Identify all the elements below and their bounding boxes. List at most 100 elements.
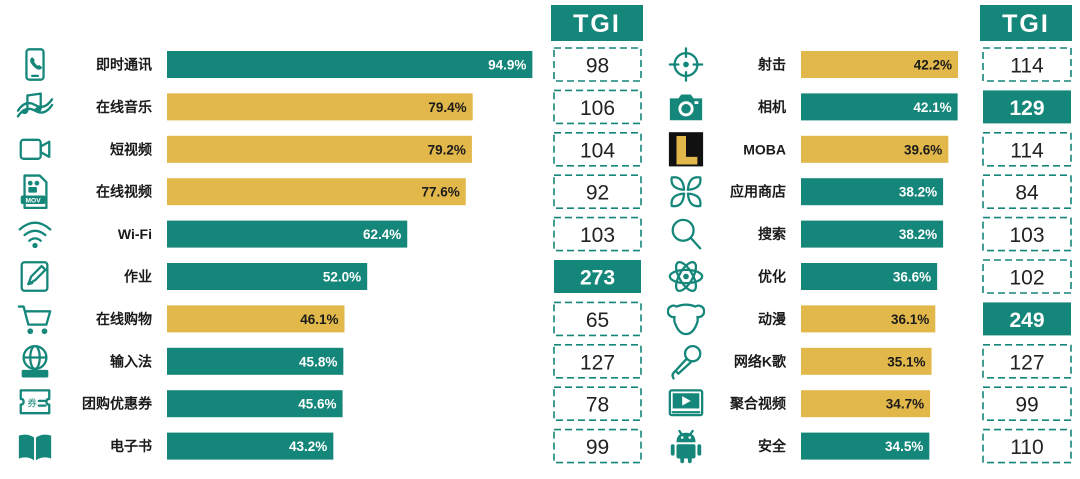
bar-row: 即时通讯 94.9% 98 — [25, 47, 642, 82]
bar-row: 输入法 45.8% 127 — [20, 343, 642, 379]
bar-row: 动漫 36.1% 249 — [667, 302, 1071, 336]
bar-value-label: 52.0% — [323, 270, 361, 285]
bar-row: 在线购物 46.1% 65 — [17, 301, 642, 337]
category-label: 团购优惠券 — [82, 396, 153, 412]
bar-value-label: 77.6% — [421, 185, 459, 200]
bar-row: 优化 36.6% 102 — [668, 258, 1072, 295]
bar-value-label: 94.9% — [488, 58, 526, 73]
category-label: 短视频 — [110, 141, 152, 157]
tgi-cell — [982, 132, 1072, 167]
video-camera-icon — [19, 138, 51, 160]
category-label: 安全 — [758, 438, 787, 454]
tgi-value: 127 — [1009, 351, 1044, 374]
bar — [801, 390, 931, 418]
tgi-value: 103 — [580, 224, 615, 247]
bar — [801, 305, 936, 333]
bar-row: MOBA 39.6% 114 — [668, 132, 1072, 167]
tgi-cell — [982, 216, 1072, 252]
tgi-value: 110 — [1010, 436, 1043, 459]
bar — [167, 178, 466, 206]
wifi-icon — [18, 221, 52, 250]
category-label: 在线音乐 — [96, 99, 152, 115]
bar — [167, 93, 473, 121]
tgi-header: TGI — [573, 10, 621, 38]
bar — [167, 263, 368, 290]
tgi-cell — [553, 428, 642, 464]
book-icon — [18, 434, 52, 461]
cart-icon — [17, 305, 52, 336]
tgi-value: 103 — [1009, 224, 1044, 247]
bar-row: 团购优惠券 45.6% 78 — [19, 386, 642, 422]
bar — [167, 305, 345, 333]
bar-row: 聚合视频 34.7% 99 — [668, 386, 1072, 422]
category-label: 在线视频 — [96, 184, 152, 200]
tgi-value: 78 — [586, 394, 609, 417]
right-panel: TGI 射击 42.2% 114 相机 42.1% 129 MOBA 39.6% 114 应用商店 3… — [667, 5, 1072, 465]
music-icon — [16, 92, 54, 118]
bar-value-label: 45.6% — [298, 397, 336, 412]
bar-row: 射击 42.2% 114 — [668, 47, 1072, 82]
category-label: 输入法 — [110, 353, 152, 369]
bar-row: 应用商店 38.2% 84 — [670, 174, 1072, 209]
search-icon — [671, 218, 702, 250]
pencil-icon — [20, 261, 49, 292]
bar-value-label: 35.1% — [887, 354, 925, 369]
bar — [167, 51, 533, 78]
bar-value-label: 79.2% — [428, 142, 466, 157]
bar — [167, 390, 343, 418]
tgi-cell — [982, 386, 1072, 422]
tgi-cell — [982, 428, 1072, 464]
tgi-cell-highlight — [983, 302, 1071, 336]
tgi-cell — [553, 386, 642, 422]
bar — [801, 220, 944, 248]
tgi-header: TGI — [1002, 10, 1050, 38]
tgi-cell — [982, 343, 1072, 379]
tgi-value: 65 — [586, 309, 609, 332]
tgi-value: 84 — [1015, 182, 1039, 205]
tgi-cell — [553, 132, 642, 167]
category-label: 在线购物 — [96, 311, 152, 327]
category-label: Wi-Fi — [118, 226, 152, 242]
category-label: MOBA — [743, 141, 786, 157]
tgi-cell — [553, 89, 642, 125]
tgi-value: 104 — [580, 139, 615, 162]
bar — [801, 263, 938, 290]
tgi-header-bg — [980, 5, 1072, 41]
coupon-icon — [19, 389, 51, 415]
bar-value-label: 79.4% — [428, 100, 466, 115]
bar-value-label: 42.2% — [914, 58, 952, 73]
bar — [801, 93, 958, 121]
bar — [167, 432, 334, 460]
bear-icon — [667, 303, 705, 336]
tgi-value: 98 — [586, 55, 609, 78]
bar-row: 相机 42.1% 129 — [669, 90, 1071, 124]
bar — [801, 135, 949, 163]
bar-row: 在线视频 77.6% 92 — [19, 174, 642, 209]
tgi-cell-highlight — [554, 260, 641, 293]
bar-value-label: 39.6% — [904, 142, 942, 157]
tgi-cell — [553, 343, 642, 379]
tgi-header-bg — [551, 5, 643, 41]
category-label: 优化 — [758, 269, 786, 285]
bar-value-label: 34.7% — [886, 397, 924, 412]
tgi-cell — [553, 174, 642, 209]
bar — [801, 432, 930, 460]
category-label: 动漫 — [758, 311, 787, 327]
bar — [167, 347, 344, 375]
bar-value-label: 46.1% — [300, 312, 338, 327]
crosshair-icon — [668, 47, 704, 82]
microphone-icon — [671, 344, 702, 380]
bar-value-label: 45.8% — [299, 354, 337, 369]
bar-row: 在线音乐 79.4% 106 — [16, 89, 642, 125]
bar-row: 短视频 79.2% 104 — [19, 132, 642, 167]
moba-logo-icon — [668, 132, 704, 167]
bar-value-label: 62.4% — [363, 227, 401, 242]
video-player-icon — [668, 389, 704, 417]
bar-value-label: 38.2% — [899, 227, 937, 242]
globe-keyboard-icon — [20, 344, 50, 379]
category-label: 作业 — [124, 269, 152, 285]
category-label: 应用商店 — [730, 184, 786, 200]
category-label: 即时通讯 — [96, 57, 152, 73]
category-label: 电子书 — [110, 438, 152, 454]
